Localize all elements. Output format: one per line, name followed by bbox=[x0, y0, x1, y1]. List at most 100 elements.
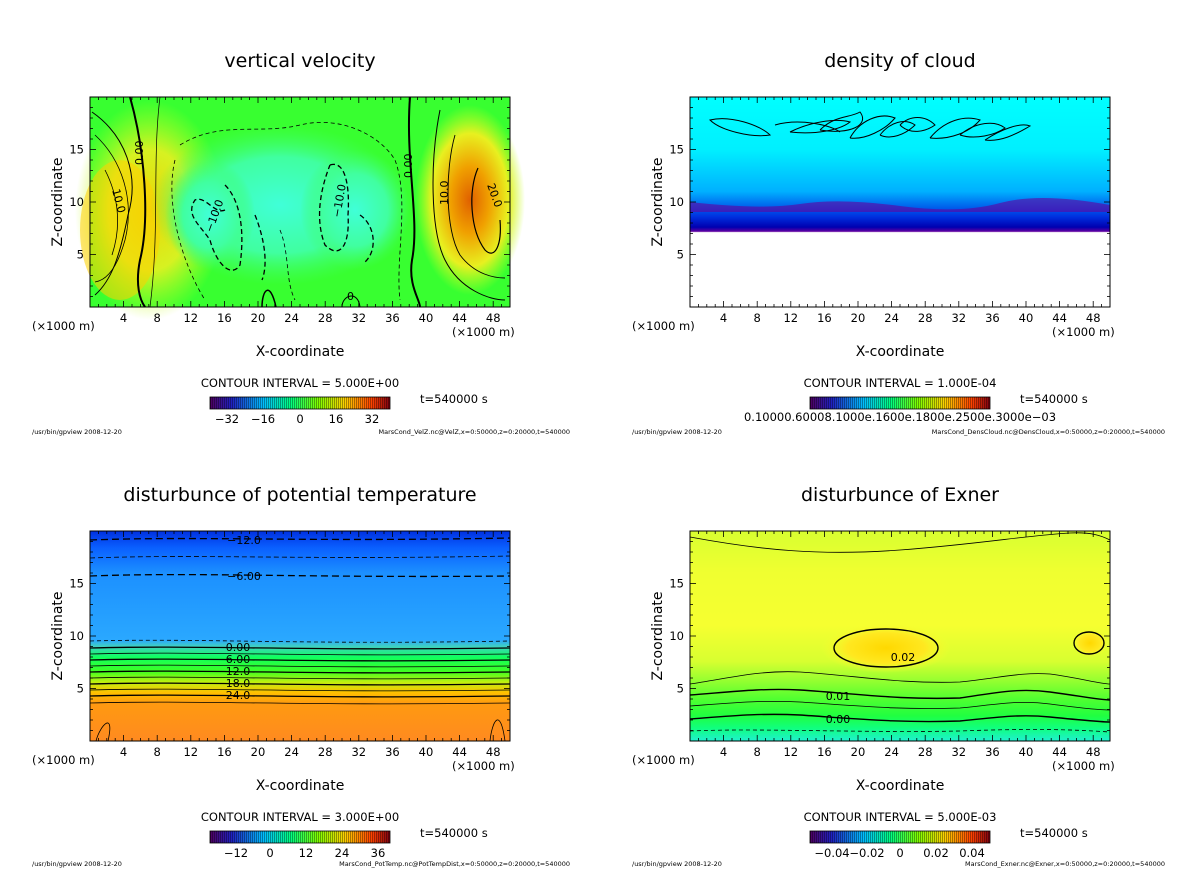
panel1-footer-right: MarsCond_VelZ.nc@VelZ,x=0:50000,z=0:2000… bbox=[379, 428, 570, 436]
p3-contour-label: 18.0 bbox=[226, 677, 251, 690]
y-tick-label: 15 bbox=[69, 577, 84, 591]
x-tick-label: 36 bbox=[985, 311, 1000, 325]
p1-contour-label: 0.00 bbox=[133, 141, 146, 166]
panel3-contour-interval: CONTOUR INTERVAL = 3.000E+00 bbox=[201, 810, 399, 824]
x-tick-label: 4 bbox=[720, 311, 727, 325]
x-tick-label: 32 bbox=[351, 745, 366, 759]
panel4-colorbar: −0.04 −0.02 0 0.02 0.04 bbox=[809, 830, 991, 860]
x-tick-label: 20 bbox=[251, 311, 266, 325]
panel1-xunit-right: (×1000 m) bbox=[452, 325, 515, 339]
panel3-ylabel: Z-coordinate bbox=[50, 591, 66, 680]
p1-colorbar-label: 0 bbox=[296, 412, 303, 426]
x-tick-label: 40 bbox=[419, 745, 434, 759]
panel4-time: t=540000 s bbox=[1020, 826, 1088, 840]
p3-contour-label: 6.00 bbox=[226, 653, 251, 666]
p3-contour-label: 0.00 bbox=[226, 641, 251, 654]
x-tick-label: 44 bbox=[1052, 745, 1067, 759]
panel2-colorbar: 0.10000.60008.1000e.1600e.1800e.2500e.30… bbox=[744, 396, 1056, 424]
p1-colorbar-label: −32 bbox=[215, 412, 239, 426]
x-tick-label: 24 bbox=[884, 311, 899, 325]
p1-colorbar-label: 16 bbox=[329, 412, 344, 426]
panel2-title: density of cloud bbox=[824, 50, 976, 72]
y-tick-label: 10 bbox=[69, 195, 84, 209]
x-tick-label: 16 bbox=[817, 311, 832, 325]
p3-colorbar-label: 0 bbox=[266, 846, 273, 860]
p4-colorbar-label: −0.02 bbox=[849, 846, 884, 860]
y-tick-label: 10 bbox=[669, 195, 684, 209]
p4-colorbar-label: 0 bbox=[896, 846, 903, 860]
p4-colorbar-label: 0.02 bbox=[923, 846, 949, 860]
x-tick-label: 40 bbox=[1019, 311, 1034, 325]
panel2-footer-left: /usr/bin/gpview 2008-12-20 bbox=[632, 428, 722, 436]
panel1-xunit-left: (×1000 m) bbox=[32, 319, 95, 333]
y-tick-label: 15 bbox=[669, 577, 684, 591]
p1-colorbar-label: −16 bbox=[251, 412, 275, 426]
panel2-footer-right: MarsCond_DensCloud.nc@DensCloud,x=0:5000… bbox=[932, 428, 1165, 436]
panel3-time: t=540000 s bbox=[420, 826, 488, 840]
x-tick-label: 28 bbox=[318, 311, 333, 325]
x-tick-label: 4 bbox=[120, 311, 127, 325]
panel1-plot-area: 10.0 0.00 −10.0 −10.0 0.00 10.0 20.0 0 bbox=[75, 96, 525, 320]
y-tick-label: 15 bbox=[669, 143, 684, 157]
p1-contour-label: 10.0 bbox=[438, 181, 451, 206]
p3-contour-label: 12.0 bbox=[226, 665, 251, 678]
x-tick-label: 48 bbox=[486, 745, 501, 759]
p4-colorbar-label: −0.04 bbox=[814, 846, 849, 860]
panel4-xlabel: X-coordinate bbox=[856, 778, 945, 794]
panel2-time: t=540000 s bbox=[1020, 392, 1088, 406]
x-tick-label: 8 bbox=[754, 745, 761, 759]
x-tick-label: 12 bbox=[183, 311, 198, 325]
x-tick-label: 20 bbox=[251, 745, 266, 759]
p3-contour-label: −12.0 bbox=[227, 534, 261, 547]
panel1-xlabel: X-coordinate bbox=[256, 344, 345, 360]
x-tick-label: 48 bbox=[1086, 311, 1101, 325]
x-tick-label: 36 bbox=[985, 745, 1000, 759]
x-tick-label: 12 bbox=[783, 745, 798, 759]
x-tick-label: 24 bbox=[284, 311, 299, 325]
panel1-colorbar: −32 −16 0 16 32 bbox=[209, 396, 391, 426]
panel4-footer-right: MarsCond_Exner.nc@Exner,x=0:50000,z=0:20… bbox=[965, 860, 1165, 868]
x-tick-label: 8 bbox=[754, 311, 761, 325]
p3-colorbar-label: −12 bbox=[224, 846, 248, 860]
panel3-footer-left: /usr/bin/gpview 2008-12-20 bbox=[32, 860, 122, 868]
p3-contour-label: 24.0 bbox=[226, 689, 251, 702]
panel3-footer-right: MarsCond_PotTemp.nc@PotTempDist,x=0:5000… bbox=[339, 860, 570, 868]
panel4-xunit-right: (×1000 m) bbox=[1052, 759, 1115, 773]
panel4-ylabel: Z-coordinate bbox=[650, 591, 666, 680]
x-tick-label: 44 bbox=[452, 311, 467, 325]
p4-contour-label: 0.01 bbox=[826, 690, 851, 703]
x-tick-label: 28 bbox=[318, 745, 333, 759]
x-tick-label: 24 bbox=[284, 745, 299, 759]
y-tick-label: 5 bbox=[677, 248, 684, 262]
panel3-colorbar: −12 0 12 24 36 bbox=[209, 830, 391, 860]
p1-colorbar-label: 32 bbox=[365, 412, 380, 426]
p4-colorbar-label: 0.04 bbox=[959, 846, 985, 860]
x-tick-label: 16 bbox=[817, 745, 832, 759]
panel4-xunit-left: (×1000 m) bbox=[632, 753, 695, 767]
panel2-xunit-right: (×1000 m) bbox=[1052, 325, 1115, 339]
panel2-plot-area bbox=[689, 96, 1111, 308]
panel3-plot-area: −12.0 −6.00 0.00 6.00 12.0 18.0 24.0 bbox=[89, 530, 511, 742]
p3-colorbar-label: 12 bbox=[299, 846, 314, 860]
panel-vertical-velocity: vertical velocity bbox=[32, 50, 570, 436]
panel2-xlabel: X-coordinate bbox=[856, 344, 945, 360]
y-tick-label: 5 bbox=[77, 248, 84, 262]
panel3-xlabel: X-coordinate bbox=[256, 778, 345, 794]
x-tick-label: 12 bbox=[783, 311, 798, 325]
x-tick-label: 20 bbox=[851, 745, 866, 759]
panel4-contour-interval: CONTOUR INTERVAL = 5.000E-03 bbox=[804, 810, 997, 824]
x-tick-label: 28 bbox=[918, 311, 933, 325]
panel-density-of-cloud: density of cloud 4 8 12 16 20 24 28 32 36 40 44 485… bbox=[632, 50, 1165, 436]
y-tick-label: 15 bbox=[69, 143, 84, 157]
panel4-footer-left: /usr/bin/gpview 2008-12-20 bbox=[632, 860, 722, 868]
y-tick-label: 5 bbox=[77, 682, 84, 696]
panel2-ylabel: Z-coordinate bbox=[650, 157, 666, 246]
p1-contour-label: 10.0 bbox=[109, 187, 128, 214]
p3-colorbar-label: 24 bbox=[335, 846, 350, 860]
p1-contour-label: 0.00 bbox=[402, 154, 415, 179]
x-tick-label: 8 bbox=[154, 311, 161, 325]
